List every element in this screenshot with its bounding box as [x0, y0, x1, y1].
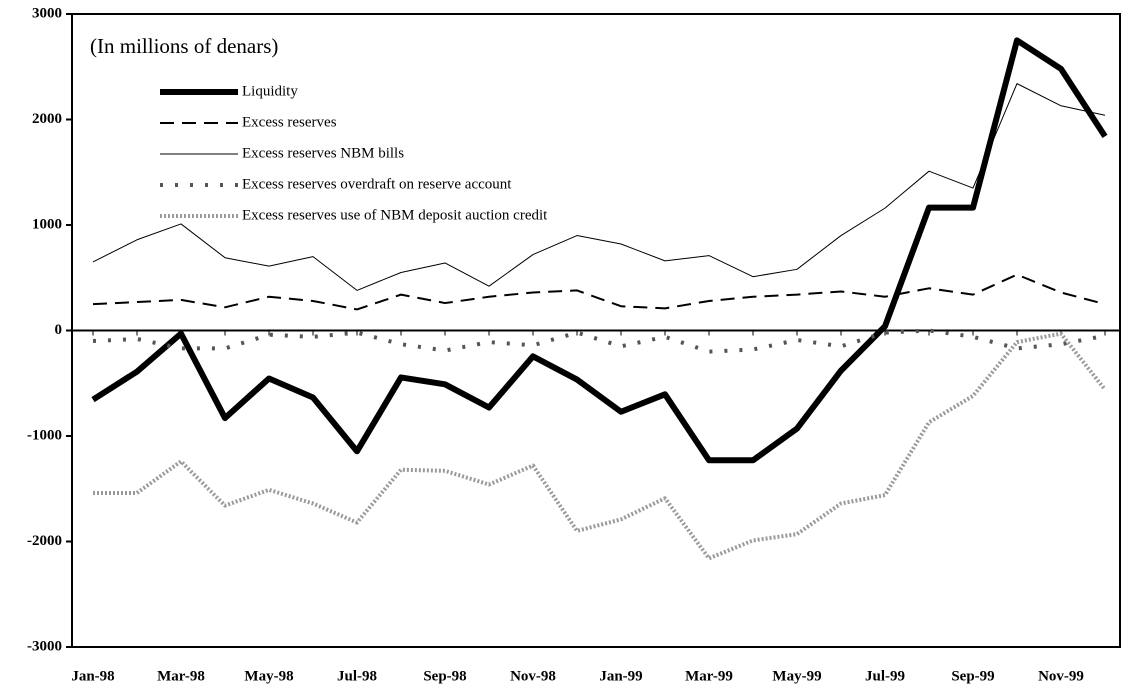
x-tick-label: May-98 [244, 668, 293, 684]
x-tick-label: Jul-98 [337, 668, 377, 684]
x-tick-label: Jan-98 [71, 668, 114, 684]
chart-subtitle: (In millions of denars) [90, 34, 278, 58]
series-line [91, 37, 1108, 464]
x-tick-label: May-99 [772, 668, 821, 684]
series-line [92, 83, 1106, 291]
series-line [92, 273, 1106, 311]
legend-label: Liquidity [242, 83, 298, 99]
x-tick-label: Nov-99 [1038, 668, 1084, 684]
y-tick-label: 0 [55, 322, 63, 338]
x-tick-label: Nov-98 [510, 668, 556, 684]
series-line [93, 331, 1107, 561]
x-tick-label: Jul-99 [865, 668, 905, 684]
legend-label: Excess reserves use of NBM deposit aucti… [242, 207, 548, 223]
legend-label: Excess reserves NBM bills [242, 145, 404, 161]
x-tick-label: Sep-99 [951, 668, 994, 684]
series-line [92, 328, 1106, 354]
y-tick-label: 3000 [32, 5, 62, 21]
y-tick-label: 1000 [32, 216, 62, 232]
x-tick-label: Mar-99 [685, 668, 733, 684]
y-tick-label: -1000 [27, 427, 62, 443]
y-tick-label: -2000 [27, 533, 62, 549]
x-tick-label: Sep-98 [423, 668, 466, 684]
x-tick-label: Jan-99 [599, 668, 642, 684]
y-tick-label: 2000 [32, 111, 62, 127]
y-tick-label: -3000 [27, 638, 62, 654]
legend-label: Excess reserves overdraft on reserve acc… [242, 176, 512, 192]
legend-label: Excess reserves [242, 114, 337, 130]
x-tick-label: Mar-98 [157, 668, 205, 684]
